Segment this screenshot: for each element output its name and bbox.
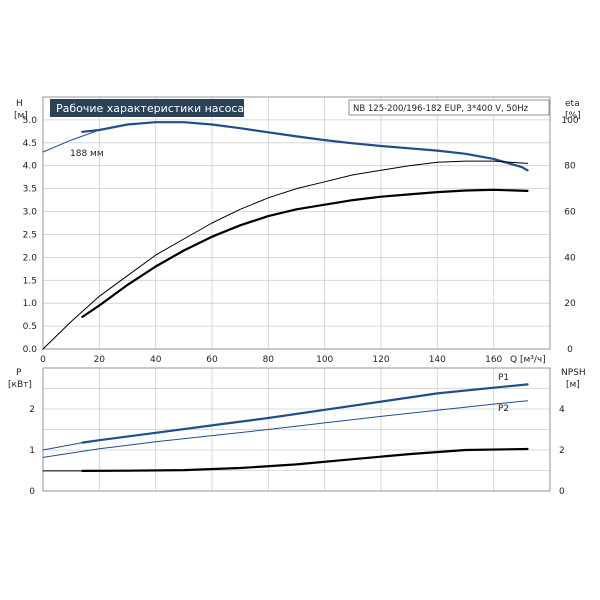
chart-subtitle: NB 125-200/196-182 EUP, 3*400 V, 50Hz [353,104,529,114]
top-right-tick-label: 80 [564,162,576,172]
chart-subtitle-box [348,99,550,116]
top-left-tick-label: 4.5 [23,139,37,149]
bottom-left-tick-label: 2 [29,405,35,415]
top-series-line-0 [42,121,528,171]
bottom-left-tick-label: 0 [29,487,35,497]
top-left-tick-label: 0.5 [23,322,37,332]
top-left-tick-label: 3.5 [23,185,37,195]
x-tick-label: 160 [485,355,502,365]
top-series-line-2 [42,160,528,350]
bottom-left-tick-label: 1 [29,446,35,456]
curve-label-188: 188 мм [70,149,104,159]
top-left-tick-label: 2.0 [23,253,38,263]
chart-title: Рабочие характеристики насоса [56,102,244,115]
x-tick-label: 120 [372,355,389,365]
top-series-line-1 [81,121,529,172]
top-right-tick-label: 60 [564,208,576,218]
top-right-tick-label: 100 [561,116,578,126]
tick-layer: 0 20 40 60 80 100 120 140 1600.00.51.01.52.02.53… [23,116,579,497]
x-tick-label: 100 [316,355,333,365]
x-tick-label: 0 [40,355,46,365]
bottom-series-line-4 [81,447,529,472]
top-left-tick-label: 1.5 [23,276,37,286]
x-tick-label: 40 [150,355,162,365]
grid-layer [43,97,550,491]
top-left-tick-label: 3.0 [23,208,38,218]
top-left-tick-label: 5.0 [23,116,38,126]
bottom-series-line-0 [42,383,528,451]
bottom-left-axis-unit: [кВт] [8,380,32,390]
top-right-tick-label: 40 [564,253,576,263]
curve-label-p2: P2 [498,404,509,414]
bottom-series-line-2 [42,400,528,458]
top-right-tick-label: 0 [567,345,573,355]
top-series-line-3 [81,188,529,318]
top-left-axis-label: H [16,99,23,109]
chart-title-box [50,99,244,117]
bottom-right-tick-label: 2 [559,446,565,456]
frame-layer [42,96,551,492]
x-tick-label: 140 [429,355,446,365]
bottom-right-axis-label: NPSH [561,368,586,378]
bottom-right-axis-unit: [м] [566,380,580,390]
x-tick-label: 60 [206,355,218,365]
top-left-tick-label: 1.0 [23,299,38,309]
top-left-axis-unit: [м] [14,111,28,121]
bottom-right-tick-label: 0 [559,487,565,497]
top-right-tick-label: 20 [564,299,576,309]
x-tick-label: 80 [263,355,275,365]
top-left-tick-label: 4.0 [23,162,38,172]
curve-label-p1: P1 [498,373,509,383]
bottom-panel-frame [42,367,551,492]
top-right-axis-label: eta [565,99,580,109]
bottom-right-tick-label: 4 [559,405,565,415]
x-axis-label: Q [м³/ч] [510,355,546,365]
bottom-series-line-1 [81,383,529,444]
x-tick-label: 20 [94,355,106,365]
top-right-axis-unit: [%] [565,111,581,121]
top-left-tick-label: 0.0 [23,345,38,355]
bottom-left-axis-label: P [16,368,22,378]
series-layer [42,121,529,472]
top-left-tick-label: 2.5 [23,231,37,241]
top-panel-frame [42,96,551,350]
